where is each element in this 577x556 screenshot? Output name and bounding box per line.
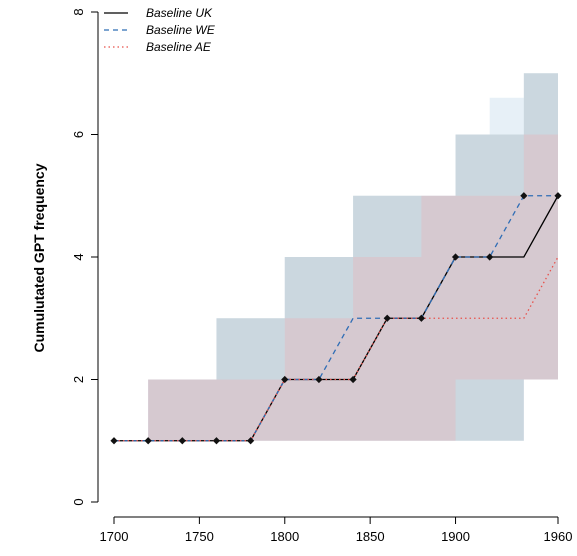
series-line-2 (114, 256, 559, 442)
data-point-marker (110, 437, 118, 445)
data-point-marker (417, 314, 425, 322)
x-tick-label: 1700 (100, 529, 129, 544)
data-point-marker (520, 192, 528, 200)
data-point-marker (315, 375, 323, 384)
legend-label-2: Baseline AE (146, 40, 212, 54)
legend: Baseline UK Baseline WE Baseline AE (104, 6, 216, 54)
data-point-marker (144, 437, 152, 445)
data-point-marker (212, 437, 221, 445)
confidence-bands (114, 12, 558, 441)
data-point-marker (178, 437, 186, 445)
legend-label-0: Baseline UK (146, 6, 213, 20)
data-point-marker (486, 253, 494, 261)
band-1 (114, 73, 558, 441)
band-2 (114, 134, 558, 441)
y-tick-label: 6 (71, 131, 86, 138)
band-0 (114, 12, 558, 441)
y-axis: 0 2 4 6 8 (71, 8, 99, 506)
x-axis: 1700 1750 1800 1850 1900 1960 (100, 516, 573, 544)
legend-label-1: Baseline WE (146, 23, 216, 37)
y-tick-label: 2 (71, 376, 86, 383)
y-tick-label: 4 (71, 253, 86, 260)
x-tick-label: 1800 (270, 529, 299, 544)
series-line-1 (114, 195, 558, 442)
data-point-marker (281, 375, 289, 384)
series-lines (114, 195, 559, 442)
data-point-marker (349, 375, 357, 384)
x-tick-label: 1960 (544, 529, 573, 544)
data-point-marker (451, 253, 460, 261)
data-point-marker (383, 314, 391, 322)
y-tick-label: 0 (71, 498, 86, 505)
x-tick-label: 1900 (441, 529, 470, 544)
data-point-marker (247, 437, 255, 445)
data-point-marker (554, 192, 562, 200)
series-markers (110, 192, 562, 445)
x-tick-label: 1850 (356, 529, 385, 544)
x-tick-label: 1750 (185, 529, 214, 544)
y-axis-title: Cumulutated GPT frequency (31, 163, 47, 352)
y-tick-label: 8 (71, 8, 86, 15)
